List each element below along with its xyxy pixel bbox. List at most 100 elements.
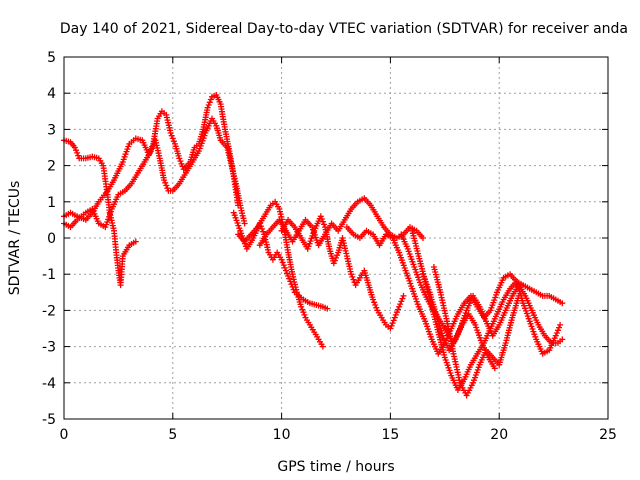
- data-point: [388, 322, 395, 329]
- data-point: [167, 130, 174, 136]
- data-point: [281, 264, 288, 271]
- data-points: [61, 92, 566, 399]
- data-point: [206, 99, 213, 106]
- grid-lines: [64, 57, 608, 419]
- data-point: [391, 314, 398, 321]
- data-point: [399, 295, 406, 302]
- data-point: [350, 276, 357, 283]
- data-point: [553, 330, 560, 336]
- data-point: [205, 102, 212, 108]
- data-point: [284, 270, 290, 277]
- series-trace-a: [61, 137, 139, 289]
- data-point: [163, 182, 170, 189]
- series-trace-g: [278, 213, 407, 332]
- data-point: [164, 185, 171, 192]
- data-point: [319, 343, 326, 350]
- x-tick-label: 10: [273, 427, 291, 443]
- data-point: [372, 302, 379, 308]
- y-tick-label: 4: [47, 86, 56, 102]
- x-tick-label: 20: [490, 427, 508, 443]
- y-tick-label: -1: [42, 267, 56, 283]
- data-point: [204, 104, 211, 111]
- x-tick-label: 25: [599, 427, 617, 443]
- data-point: [169, 135, 176, 142]
- data-point: [162, 179, 169, 186]
- y-tick-label: -3: [42, 340, 56, 356]
- series-trace-l: [420, 271, 498, 372]
- data-point: [400, 292, 407, 299]
- data-point: [259, 225, 265, 232]
- data-point: [398, 298, 405, 305]
- data-point: [371, 299, 378, 306]
- data-point: [556, 324, 562, 331]
- tick-labels: 0 5 10 15 20 25 -5 -4 -3 -2 -1 0 1 2 3 4 5: [42, 50, 617, 443]
- data-point: [132, 238, 139, 245]
- data-point: [299, 306, 306, 313]
- data-point: [395, 306, 401, 313]
- data-point: [331, 257, 338, 264]
- x-tick-label: 5: [168, 427, 177, 443]
- data-point: [370, 296, 376, 303]
- data-point: [301, 311, 308, 318]
- data-point: [73, 147, 79, 154]
- data-point: [393, 309, 400, 316]
- series-trace-j: [409, 227, 564, 393]
- data-point: [285, 273, 292, 279]
- y-tick-label: 1: [47, 195, 56, 211]
- data-point: [241, 220, 248, 227]
- data-point: [179, 163, 186, 170]
- data-point: [207, 96, 214, 103]
- x-tick-label: 15: [381, 427, 399, 443]
- data-point: [161, 177, 168, 184]
- data-point: [279, 259, 286, 266]
- y-tick-label: 3: [47, 122, 56, 138]
- y-tick-label: 5: [47, 50, 56, 66]
- data-point: [176, 155, 183, 162]
- data-point: [75, 152, 82, 159]
- data-point: [330, 260, 337, 267]
- data-point: [177, 158, 184, 165]
- x-axis-label: GPS time / hours: [277, 459, 394, 475]
- data-point: [260, 228, 267, 235]
- data-point: [396, 303, 403, 310]
- y-tick-label: -4: [42, 376, 56, 392]
- data-point: [559, 336, 566, 343]
- data-point: [349, 273, 356, 280]
- y-tick-label: 0: [47, 231, 56, 247]
- data-point: [324, 305, 331, 312]
- data-point: [318, 216, 325, 222]
- data-point: [373, 304, 380, 311]
- data-point: [387, 325, 394, 332]
- data-point: [298, 303, 305, 310]
- data-point: [392, 311, 399, 318]
- data-point: [321, 221, 327, 228]
- data-point: [319, 218, 326, 225]
- data-point: [420, 235, 426, 241]
- series-trace-f: [256, 195, 426, 249]
- data-point: [348, 271, 355, 278]
- data-point: [149, 145, 156, 152]
- data-point: [148, 148, 154, 155]
- data-point: [178, 160, 185, 167]
- chart-title: Day 140 of 2021, Sidereal Day-to-day VTE…: [60, 21, 628, 37]
- data-point: [557, 321, 564, 328]
- series-trace-k: [430, 264, 522, 399]
- data-point: [333, 254, 339, 261]
- data-point: [170, 138, 177, 145]
- data-point: [74, 149, 81, 156]
- y-tick-label: -5: [42, 412, 56, 428]
- data-point: [555, 327, 561, 334]
- y-tick-label: 2: [47, 159, 56, 175]
- x-tick-label: 0: [60, 427, 69, 443]
- data-point: [283, 267, 289, 274]
- data-point: [515, 292, 522, 299]
- data-point: [491, 365, 498, 372]
- data-point: [334, 252, 341, 259]
- data-point: [552, 332, 559, 339]
- data-point: [280, 262, 287, 269]
- y-axis-label: SDTVAR / TECUs: [7, 181, 23, 296]
- data-point: [71, 144, 78, 151]
- data-point: [317, 213, 324, 220]
